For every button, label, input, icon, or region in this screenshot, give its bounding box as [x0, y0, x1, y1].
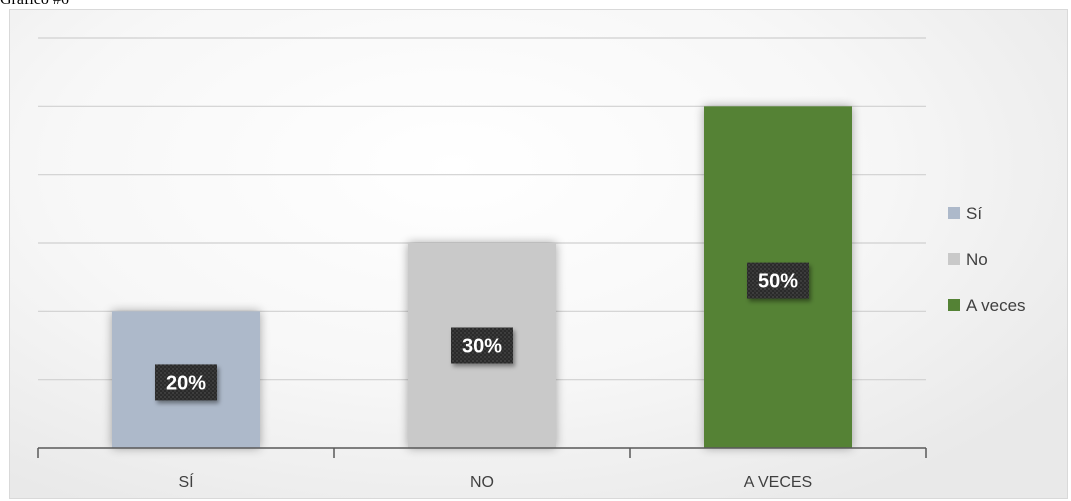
figure-caption: Gráfico #6: [0, 0, 69, 9]
x-axis: SÍ NO A VECES: [37, 447, 927, 491]
data-labels: 20% 30% 50%: [155, 262, 809, 401]
x-tick-label: NO: [470, 474, 494, 491]
legend: Sí No A veces: [948, 204, 1026, 315]
legend-swatch: [948, 253, 960, 265]
legend-entry: Sí: [966, 204, 982, 223]
legend-swatch: [948, 207, 960, 219]
data-label-box: [155, 364, 217, 401]
x-tick-label: SÍ: [178, 472, 194, 491]
legend-entry: A veces: [966, 296, 1026, 315]
x-tick-label: A VECES: [744, 474, 812, 491]
legend-swatch: [948, 299, 960, 311]
data-label: 20%: [166, 372, 206, 394]
bars: [112, 106, 852, 448]
data-label: 50%: [758, 271, 798, 293]
legend-entry: No: [966, 250, 988, 269]
data-label-box: [451, 327, 513, 364]
data-label: 30%: [462, 336, 502, 358]
data-label-box: [747, 262, 809, 299]
